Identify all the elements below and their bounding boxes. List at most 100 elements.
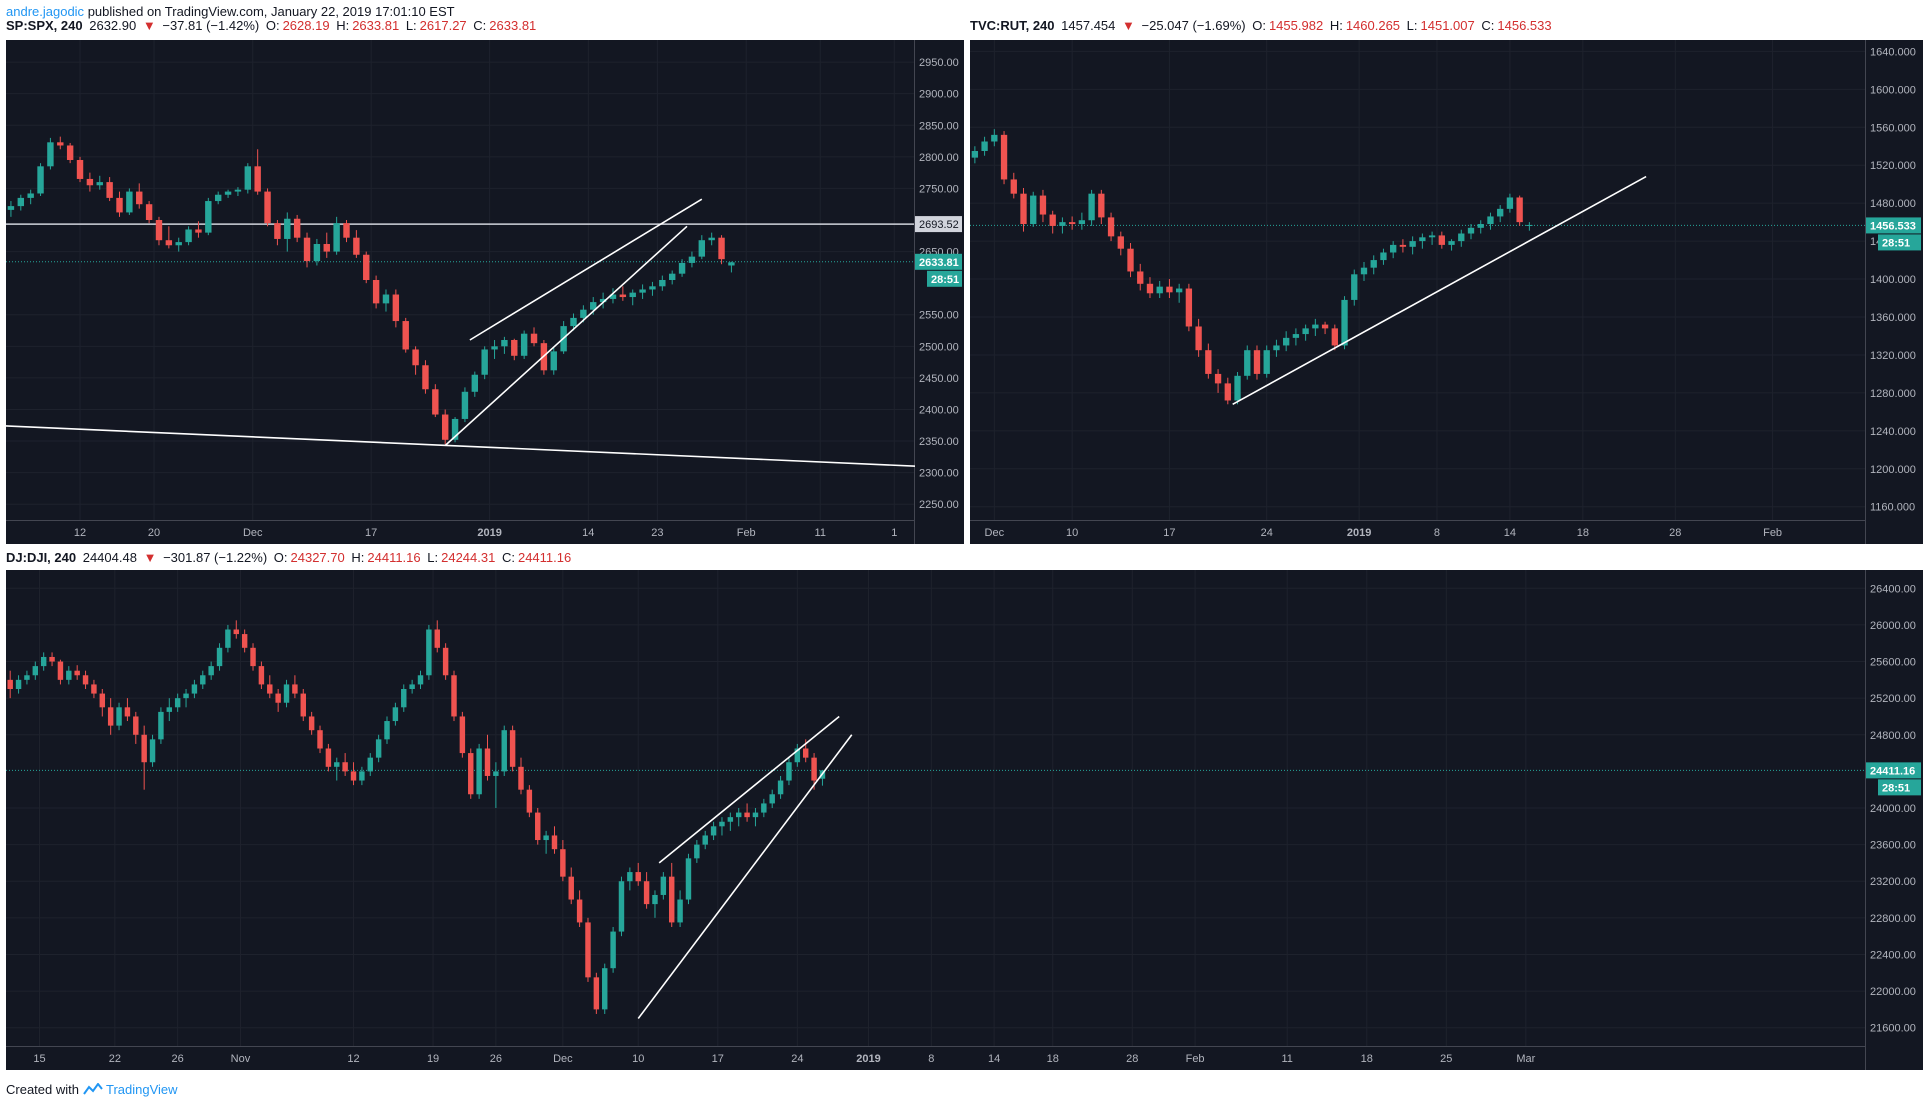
price-tick-label: 2450.00 — [919, 373, 959, 385]
candle-body — [1467, 227, 1475, 234]
candle-body — [476, 748, 482, 795]
candle-body — [1360, 267, 1368, 275]
candle-body — [981, 141, 988, 151]
symbol-label[interactable]: DJ:DJI, 240 — [6, 550, 77, 565]
last-price-label: 1456.533 — [1870, 220, 1916, 232]
candle-body — [283, 684, 290, 703]
author-link[interactable]: andre.jagodic — [6, 4, 85, 19]
candle-body — [17, 197, 25, 207]
candle-body — [1195, 326, 1202, 351]
candle-body — [1166, 286, 1173, 293]
candle-body — [99, 693, 106, 708]
candle-body — [401, 689, 407, 708]
dji-chart[interactable]: 26400.00 26000.00 25600.00 25200.00 24800.00… — [6, 570, 1923, 1070]
candle-body — [471, 374, 479, 392]
candle-body — [971, 150, 979, 158]
low-value: 2617.27 — [419, 18, 467, 33]
candle-body — [126, 191, 133, 213]
candle-body — [185, 229, 192, 243]
candle-body — [214, 194, 222, 202]
last-price: 1457.454 — [1061, 18, 1116, 33]
price-tick-label: 2300.00 — [919, 468, 959, 480]
candle-body — [1331, 328, 1338, 346]
wedge-upper-line — [469, 198, 703, 341]
level-price-label: 2693.52 — [919, 219, 959, 231]
candle-body — [1175, 288, 1183, 293]
candle-body — [158, 711, 164, 740]
candle-body — [735, 812, 742, 818]
low-label: L: — [427, 550, 439, 565]
candle-body — [1351, 274, 1358, 300]
candle-body — [1419, 237, 1426, 242]
rut-chart[interactable]: 1640.000 1600.000 1560.000 1520.000 1480.000… — [970, 40, 1923, 544]
time-tick-label: 2019 — [1347, 527, 1371, 539]
symbol-label[interactable]: TVC:RUT, 240 — [970, 18, 1055, 33]
dji-chart-panel[interactable]: 26400.00 26000.00 25600.00 25200.00 24800.00… — [6, 570, 1923, 1070]
candle-body — [1458, 233, 1465, 242]
price-tick-label: 2250.00 — [919, 499, 959, 511]
time-tick-label: Dec — [553, 1053, 573, 1065]
candle-body — [1438, 235, 1445, 245]
time-tick-label: Nov — [231, 1053, 251, 1065]
spx-chart-panel[interactable]: 2950.00 2900.00 2850.00 2800.00 2750.00 2650.… — [6, 40, 964, 544]
candle-body — [1117, 236, 1124, 249]
candle-body — [501, 340, 508, 347]
candle-body — [585, 922, 591, 978]
last-price-badge — [1866, 762, 1921, 779]
price-tick-label: 1360.000 — [1870, 312, 1916, 324]
price-tick-label: 2950.00 — [919, 57, 959, 69]
candle-body — [308, 716, 315, 731]
candle-body — [451, 675, 457, 717]
candle-body — [32, 666, 39, 676]
time-tick-label: 18 — [1361, 1053, 1373, 1065]
time-tick-label: 14 — [1504, 527, 1516, 539]
candle-body — [224, 191, 232, 195]
candle-body — [47, 142, 54, 167]
candle-body — [342, 762, 348, 772]
price-tick-label: 2800.00 — [919, 152, 959, 164]
price-tick-label: 25200.00 — [1870, 693, 1916, 705]
price-tick-label: 1320.000 — [1870, 350, 1916, 362]
candle-body — [402, 321, 409, 350]
change-value: −301.87 (−1.22%) — [163, 550, 268, 565]
rut-chart-panel[interactable]: 1640.000 1600.000 1560.000 1520.000 1480.000… — [970, 40, 1923, 544]
time-tick-label: 14 — [582, 527, 594, 539]
price-tick-label: 26000.00 — [1870, 620, 1916, 632]
candle-body — [1497, 208, 1504, 217]
candle-body — [292, 684, 298, 694]
price-tick-label: 26400.00 — [1870, 583, 1916, 595]
candle-body — [422, 365, 429, 390]
down-arrow-icon: ▼ — [1122, 18, 1135, 33]
spx-chart[interactable]: 2950.002900.002850.002800.002750.002650.… — [6, 40, 964, 544]
symbol-label[interactable]: SP:SPX, 240 — [6, 18, 83, 33]
candle-body — [441, 414, 449, 440]
time-tick-label: 10 — [632, 1053, 644, 1065]
candle-body — [451, 418, 459, 440]
footer: Created with TradingView — [6, 1082, 178, 1097]
candle-body — [639, 289, 646, 293]
candle-body — [96, 182, 103, 186]
candle-body — [560, 849, 566, 877]
tradingview-brand[interactable]: TradingView — [106, 1082, 178, 1097]
candle-body — [1127, 248, 1134, 272]
candle-body — [233, 629, 240, 635]
candle-body — [1137, 271, 1144, 284]
candle-body — [183, 693, 189, 699]
candle-body — [708, 237, 715, 241]
candle-body — [382, 294, 390, 304]
time-tick-label: Dec — [985, 527, 1005, 539]
price-tick-label: 1480.000 — [1870, 198, 1916, 210]
time-tick-label: 24 — [791, 1053, 803, 1065]
support-line — [6, 425, 919, 468]
last-price-label: 24411.16 — [1870, 765, 1915, 777]
candle-body — [1477, 224, 1484, 228]
candle-body — [1370, 260, 1377, 268]
candle-body — [1146, 283, 1154, 294]
candle-body — [509, 730, 516, 767]
trend-support-line — [1232, 175, 1647, 405]
price-tick-label: 1520.000 — [1870, 160, 1916, 172]
price-axis-bg — [915, 40, 964, 544]
price-tick-label: 2900.00 — [919, 89, 959, 101]
time-tick-label: 17 — [365, 527, 377, 539]
candle-body — [685, 858, 692, 900]
